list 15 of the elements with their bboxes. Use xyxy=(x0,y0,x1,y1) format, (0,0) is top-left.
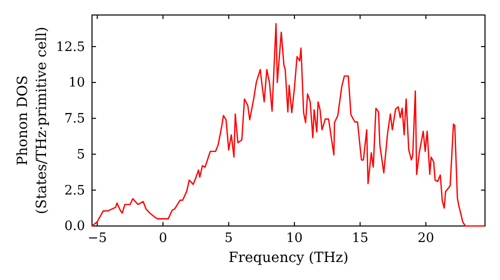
y-tick-label: 2.5 xyxy=(64,183,85,198)
y-tick-label: 10 xyxy=(68,76,85,91)
x-tick-label: 15 xyxy=(352,231,368,246)
x-axis-title: Frequency (THz) xyxy=(228,250,349,266)
x-tick-label: −5 xyxy=(88,231,107,246)
y-axis-title: Phonon DOS (States/THz·primitive cell) xyxy=(15,26,50,214)
x-tick-label: 0 xyxy=(158,231,168,246)
line-series xyxy=(91,22,484,227)
y-tick-label: 7.5 xyxy=(64,112,85,127)
y-tick-label: 12.5 xyxy=(56,40,85,55)
x-tick-label: 5 xyxy=(224,231,233,246)
y-tick-label: 5 xyxy=(76,147,85,162)
x-tick-label: 10 xyxy=(286,231,303,246)
x-tick-label: 20 xyxy=(418,231,434,246)
y-tick-label: 0.0 xyxy=(64,219,85,234)
